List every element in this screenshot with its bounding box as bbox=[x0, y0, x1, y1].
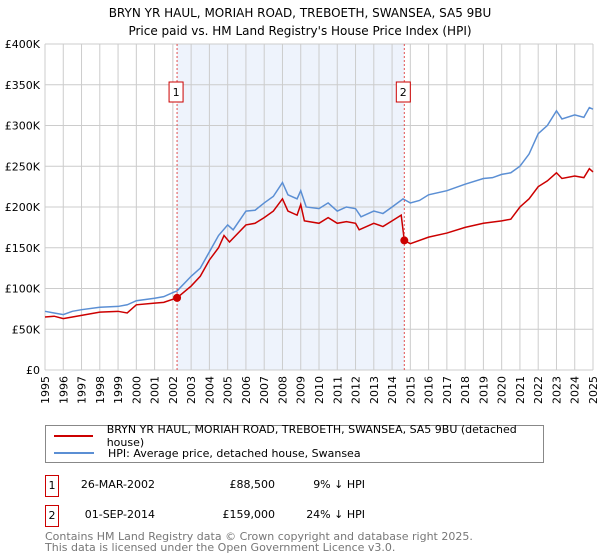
legend: BRYN YR HAUL, MORIAH ROAD, TREBOETH, SWA… bbox=[45, 423, 544, 463]
x-tick-label: 2024 bbox=[569, 376, 582, 404]
x-tick-label: 2010 bbox=[313, 376, 326, 404]
y-tick-label: £300K bbox=[5, 120, 41, 133]
y-tick-label: £200K bbox=[5, 201, 41, 214]
x-tick-label: 2019 bbox=[477, 376, 490, 404]
y-tick-label: £400K bbox=[5, 38, 41, 51]
legend-item-property: BRYN YR HAUL, MORIAH ROAD, TREBOETH, SWA… bbox=[46, 423, 543, 449]
sale-price: £159,000 bbox=[222, 508, 276, 521]
x-tick-label: 1996 bbox=[57, 376, 70, 404]
x-tick-label: 2006 bbox=[240, 376, 253, 404]
sale-marker: 2 bbox=[45, 505, 59, 527]
legend-swatch-blue bbox=[54, 452, 94, 454]
y-tick-label: £0 bbox=[26, 364, 40, 377]
footer-licence: This data is licensed under the Open Gov… bbox=[45, 541, 396, 554]
series-line bbox=[44, 106, 594, 316]
y-tick-label: £100K bbox=[5, 283, 41, 296]
sale-label: 1 bbox=[173, 86, 180, 99]
y-tick-label: £250K bbox=[5, 160, 41, 173]
sale-date: 26-MAR-2002 bbox=[80, 478, 155, 491]
price-chart: BRYN YR HAUL, MORIAH ROAD, TREBOETH, SWA… bbox=[5, 6, 600, 404]
x-tick-label: 2011 bbox=[331, 376, 344, 404]
chart-title: BRYN YR HAUL, MORIAH ROAD, TREBOETH, SWA… bbox=[109, 6, 492, 20]
x-tick-label: 1995 bbox=[39, 376, 52, 404]
sale-point bbox=[173, 293, 182, 302]
x-tick-label: 2007 bbox=[258, 376, 271, 404]
x-tick-label: 2005 bbox=[222, 376, 235, 404]
sale-hpi-diff: 24% ↓ HPI bbox=[306, 508, 365, 521]
sale-point bbox=[400, 236, 409, 245]
y-tick-label: £50K bbox=[12, 323, 41, 336]
sale-hpi-diff: 9% ↓ HPI bbox=[313, 478, 365, 491]
sale-row: 2 01-SEP-2014 £159,000 24% ↓ HPI bbox=[45, 505, 545, 527]
x-tick-label: 2009 bbox=[295, 376, 308, 404]
y-tick-label: £150K bbox=[5, 242, 41, 255]
sale-marker: 1 bbox=[45, 475, 59, 497]
series-line bbox=[44, 167, 594, 320]
sale-price: £88,500 bbox=[229, 478, 276, 491]
legend-swatch-red bbox=[54, 435, 93, 437]
sale-date: 01-SEP-2014 bbox=[84, 508, 155, 521]
x-tick-label: 2015 bbox=[404, 376, 417, 404]
x-tick-label: 2002 bbox=[167, 376, 180, 404]
x-tick-label: 2022 bbox=[532, 376, 545, 404]
x-tick-label: 2003 bbox=[185, 376, 198, 404]
x-tick-label: 2014 bbox=[386, 376, 399, 404]
sale-label: 2 bbox=[400, 86, 407, 99]
x-tick-label: 1998 bbox=[94, 376, 107, 404]
x-tick-label: 2001 bbox=[149, 376, 162, 404]
x-tick-label: 1999 bbox=[112, 376, 125, 404]
x-tick-label: 2018 bbox=[459, 376, 472, 404]
x-tick-label: 2025 bbox=[587, 376, 600, 404]
legend-label: BRYN YR HAUL, MORIAH ROAD, TREBOETH, SWA… bbox=[106, 423, 517, 449]
sale-label-box bbox=[395, 81, 411, 103]
y-tick-label: £350K bbox=[5, 79, 41, 92]
x-tick-label: 2008 bbox=[276, 376, 289, 404]
x-tick-label: 2023 bbox=[550, 376, 563, 404]
sale-label-box bbox=[168, 81, 184, 103]
x-tick-label: 1997 bbox=[76, 376, 89, 404]
x-tick-label: 2000 bbox=[130, 376, 143, 404]
footer-copyright: Contains HM Land Registry data © Crown c… bbox=[45, 530, 473, 543]
x-tick-label: 2017 bbox=[441, 376, 454, 404]
x-tick-label: 2021 bbox=[514, 376, 527, 404]
chart-subtitle: Price paid vs. HM Land Registry's House … bbox=[128, 24, 471, 38]
sale-row: 1 26-MAR-2002 £88,500 9% ↓ HPI bbox=[45, 475, 545, 497]
x-tick-label: 2016 bbox=[423, 376, 436, 404]
x-tick-label: 2020 bbox=[496, 376, 509, 404]
x-tick-label: 2004 bbox=[203, 376, 216, 404]
x-tick-label: 2012 bbox=[350, 376, 363, 404]
legend-item-hpi: HPI: Average price, detached house, Swan… bbox=[46, 445, 361, 461]
x-tick-label: 2013 bbox=[368, 376, 381, 404]
legend-label: HPI: Average price, detached house, Swan… bbox=[108, 446, 361, 460]
